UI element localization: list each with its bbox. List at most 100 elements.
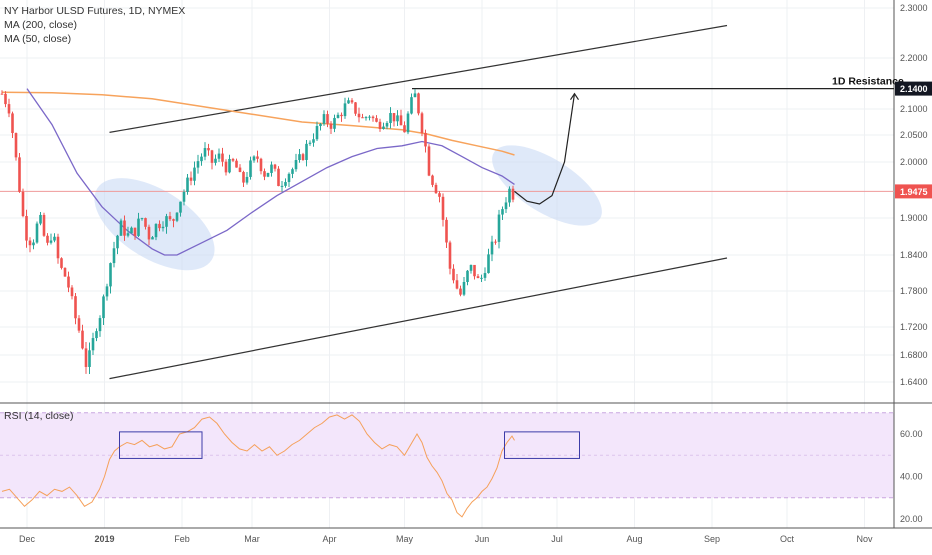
candle-body [420,113,424,133]
candle-body [438,193,441,197]
candle-body [413,93,417,98]
candle-body [273,164,277,169]
candle-body [319,123,322,127]
candle-body [39,214,42,224]
candle-body [165,216,168,227]
candle-body [235,160,238,168]
price-tick-label: 1.6400 [900,377,928,387]
candle-body [242,171,245,183]
candle-body [277,168,280,187]
candle-body [466,270,469,282]
candle-body [231,158,235,161]
candle-body [63,267,67,277]
candle-body [340,114,343,117]
candle-body [175,212,179,221]
price-badge-label: 2.1400 [900,84,928,94]
ma200-line [1,91,515,156]
price-tick-label: 2.0500 [900,130,928,140]
price-tick-label: 1.8400 [900,250,928,260]
candle-body [126,233,130,236]
candle-body [88,350,91,367]
candle-body [392,113,396,122]
price-tick-label: 2.3000 [900,3,928,13]
candle-body [56,236,60,259]
candle-body [434,184,438,194]
projection-arrowhead [570,92,579,101]
candle-body [4,93,7,105]
candle-body [224,161,228,173]
rsi-box-1 [119,431,203,459]
candle-body [427,146,431,176]
price-badge [895,81,932,96]
resistance-label: 1D Resistance [832,76,904,88]
candle-body [284,182,287,186]
candle-body [238,167,242,172]
candle-body [49,240,53,243]
candle-body [133,227,137,236]
legend-ma50: MA (50, close) [4,33,72,45]
candle-body [315,126,319,140]
candle-body [308,142,312,144]
candle-body [91,338,95,351]
candle-body [336,114,340,118]
candle-body [256,156,259,159]
candle-body [298,154,301,161]
candle-body [249,160,252,177]
candle-body [487,254,490,274]
candle-body [385,123,389,127]
candle-body [11,113,14,134]
candle-body [357,113,361,118]
candle-body [263,171,266,177]
candle-body [116,235,119,249]
x-tick-label: 2019 [94,534,114,544]
candle-body [417,93,420,114]
x-tick-label: Sep [704,534,720,544]
candle-body [424,132,427,147]
candle-body [25,216,28,241]
candle-body [210,150,214,163]
candle-body [382,126,385,130]
candle-body [21,191,25,217]
x-tick-label: Apr [322,534,336,544]
candle-body [130,227,133,234]
candle-body [14,133,18,158]
candle-body [455,280,459,289]
candle-body [42,214,46,236]
price-tick-label: 1.6800 [900,350,928,360]
candle-body [396,115,399,122]
candle-body [291,169,294,174]
candle-body [347,100,350,104]
candle-body [459,288,462,295]
candle-body [196,161,200,168]
candle-body [77,318,81,331]
candle-body [368,116,371,118]
candles-group [0,89,515,374]
legend: NY Harbor ULSD Futures, 1D, NYMEX MA (20… [4,4,185,46]
candle-body [483,273,487,278]
candle-body [501,209,504,215]
highlight-ellipse-1 [94,178,215,271]
x-tick-label: Jul [551,534,563,544]
x-tick-label: May [396,534,414,544]
candle-body [203,148,207,157]
candle-body [473,264,476,277]
candle-body [7,104,11,114]
candle-body [270,164,273,173]
candle-body [445,219,448,243]
candle-body [147,226,151,240]
candle-body [312,139,315,143]
candle-body [399,115,403,126]
candle-body [168,216,172,220]
candle-body [452,268,455,281]
x-tick-label: Dec [19,534,36,544]
price-tick-label: 1.7800 [900,286,928,296]
x-tick-label: Jun [475,534,490,544]
candle-body [494,241,497,243]
candle-body [28,240,32,246]
candle-body [410,97,413,114]
candle-body [476,276,480,279]
candle-body [0,93,4,95]
price-tick-label: 2.0000 [900,157,928,167]
